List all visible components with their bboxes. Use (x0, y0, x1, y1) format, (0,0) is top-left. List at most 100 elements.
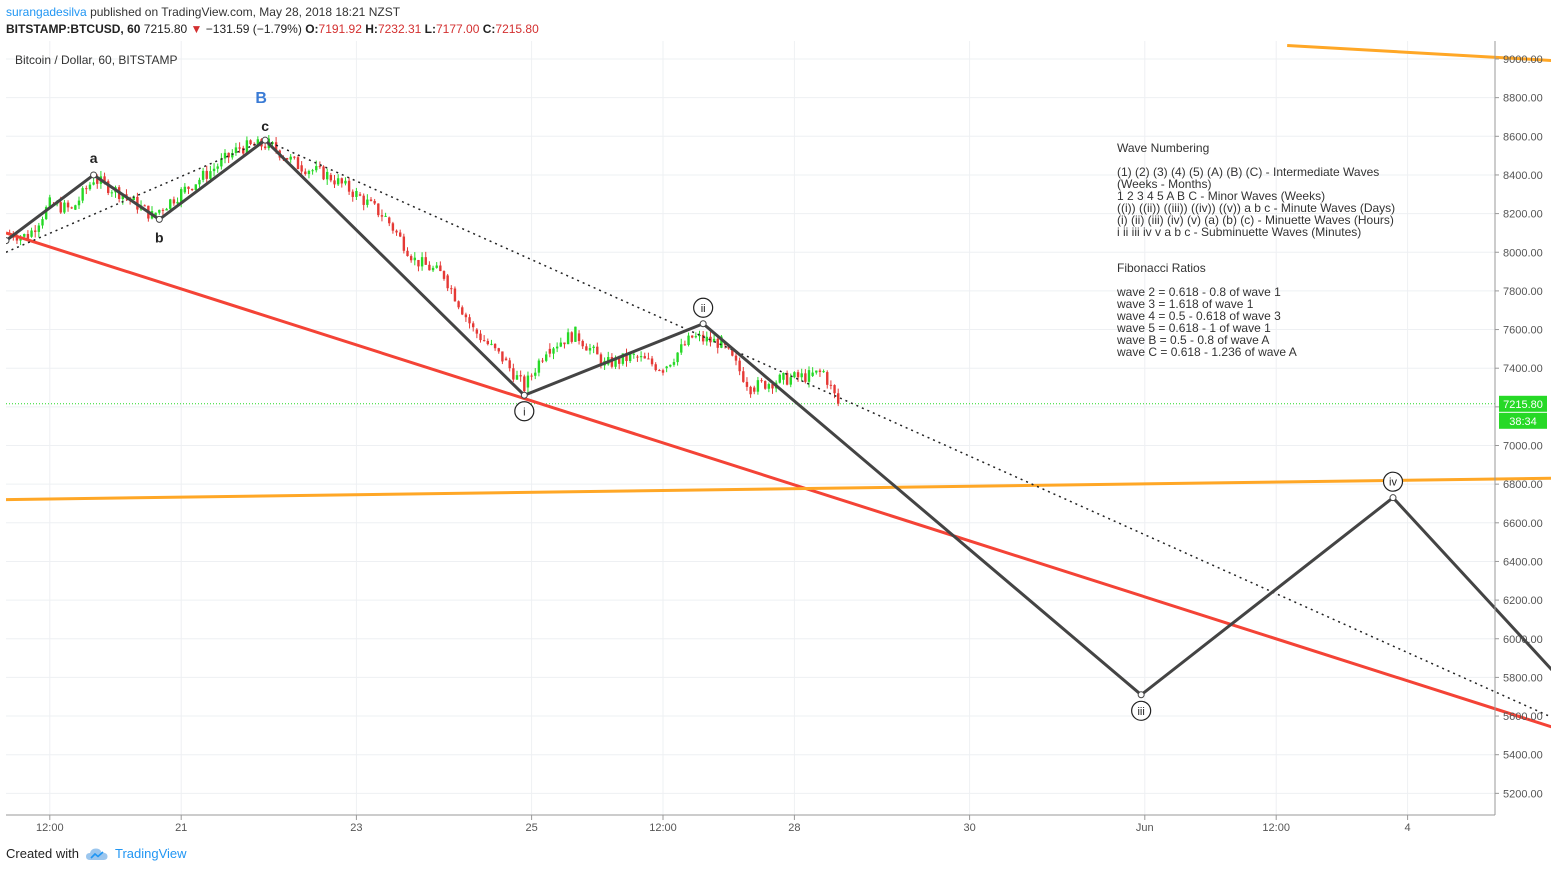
resistance-trendline (1287, 43, 1553, 63)
wave-label-iv: iv (1389, 477, 1397, 489)
candle-body (220, 158, 223, 167)
notes-wave-line: i ii iii iv v a b c - Subminuette Waves … (1117, 225, 1361, 239)
candle-body (121, 195, 124, 200)
time-tick-label: 25 (525, 822, 537, 834)
candle-body (475, 329, 479, 334)
price-tick-label: 6000.00 (1503, 634, 1543, 646)
candle-body (15, 237, 19, 241)
last-price-badge-text: 7215.80 (1503, 399, 1543, 411)
notes-wave-line: ((i)) ((ii)) ((iii)) ((iv)) ((v)) a b c … (1117, 201, 1395, 215)
candle-body (731, 348, 734, 356)
candle-body (457, 301, 460, 308)
candle-body (333, 180, 336, 185)
candle-body (577, 333, 581, 341)
candle-body (585, 346, 588, 351)
candle-body (256, 139, 260, 146)
support-trendline (5, 231, 1553, 729)
candle-body (461, 307, 464, 315)
candle-body (274, 142, 278, 151)
time-tick-label: 30 (963, 822, 975, 834)
close-label: C: (482, 22, 496, 36)
author-link[interactable]: surangadesilva (6, 5, 87, 19)
wave-point (261, 136, 269, 144)
dotted-trendline-down (264, 139, 1553, 719)
candle-body (428, 264, 431, 271)
candle-body (351, 191, 354, 197)
candle-body (44, 207, 48, 220)
countdown-badge-text: 38:34 (1509, 416, 1537, 428)
candle-body (672, 362, 676, 365)
price-tick-label: 5200.00 (1503, 788, 1543, 800)
price-tick-label: 8000.00 (1503, 247, 1543, 259)
candle-body (599, 354, 603, 366)
candle-body (435, 265, 438, 268)
candle-body (815, 370, 818, 373)
candle-body (223, 152, 227, 159)
candle-body (322, 166, 325, 180)
candle-body (742, 371, 745, 382)
candle-body (537, 360, 541, 373)
chart-area[interactable]: abcBiiiiiiivvC(E) Wave Numbering(1) (2) … (2, 41, 1553, 839)
candle-body (30, 230, 33, 237)
price-tick-label: 5800.00 (1503, 672, 1543, 684)
time-tick-label: 28 (788, 822, 800, 834)
tradingview-link[interactable]: TradingView (114, 846, 187, 861)
down-arrow-icon: ▼ (190, 22, 203, 36)
notes-wave-title: Wave Numbering (1117, 141, 1209, 155)
candle-body (581, 340, 584, 347)
candle-body (336, 178, 340, 185)
price-tick-label: 6800.00 (1503, 479, 1543, 491)
time-tick-label: Jun (1136, 822, 1154, 834)
candle-body (658, 370, 661, 372)
candle-body (760, 380, 763, 382)
candle-body (450, 288, 453, 290)
wave-path (2, 136, 1553, 699)
candle-body (377, 203, 380, 216)
candle-body (654, 364, 657, 371)
candle-body (493, 343, 497, 349)
candle-body (48, 197, 51, 208)
candle-body (190, 188, 194, 191)
candle-body (504, 358, 508, 361)
candle-body (793, 372, 796, 378)
price-tick-label: 6600.00 (1503, 518, 1543, 530)
wave-label-ii: ii (701, 303, 706, 315)
price-tick-label: 7600.00 (1503, 325, 1543, 337)
candle-body (782, 372, 785, 380)
candle-body (592, 346, 595, 349)
candle-body (738, 360, 741, 372)
candle-body (519, 375, 522, 377)
trend-lines (5, 43, 1553, 729)
candle-body (676, 352, 679, 363)
candle-body (311, 170, 314, 172)
wave-label-iii: iii (1137, 706, 1144, 718)
candle-body (632, 353, 635, 355)
candle-body (669, 364, 672, 367)
candle-body (566, 332, 570, 345)
open-value: 7191.92 (318, 22, 362, 36)
chart-svg[interactable]: abcBiiiiiiivvC(E) Wave Numbering(1) (2) … (2, 41, 1553, 839)
candle-body (169, 199, 172, 209)
candle-body (41, 219, 44, 226)
time-tick-label: 12:00 (649, 822, 677, 834)
time-tick-label: 4 (1405, 822, 1411, 834)
wave-label-ii-circle (693, 297, 714, 318)
price-tick-label: 8800.00 (1503, 93, 1543, 105)
candle-body (596, 346, 599, 355)
candle-body (753, 387, 756, 392)
candle-body (103, 176, 106, 182)
candle-body (176, 201, 179, 204)
candle-body (691, 335, 694, 338)
low-label: L: (424, 22, 436, 36)
candle-body (833, 385, 836, 394)
wave-point (699, 320, 707, 328)
time-axis[interactable]: 12:0021232512:002830Jun12:004812:0011132… (6, 814, 1551, 835)
candle-body (701, 334, 705, 342)
candle-body (388, 217, 391, 224)
price-axis[interactable]: 9000.00 8800.00 8600.00 8400.00 8200.00 8000.… (1494, 41, 1547, 815)
candle-body (26, 234, 30, 241)
wave-label-a: a (90, 150, 98, 166)
candle-body (242, 147, 245, 154)
candle-body (315, 166, 318, 171)
wave-point (2, 237, 10, 245)
